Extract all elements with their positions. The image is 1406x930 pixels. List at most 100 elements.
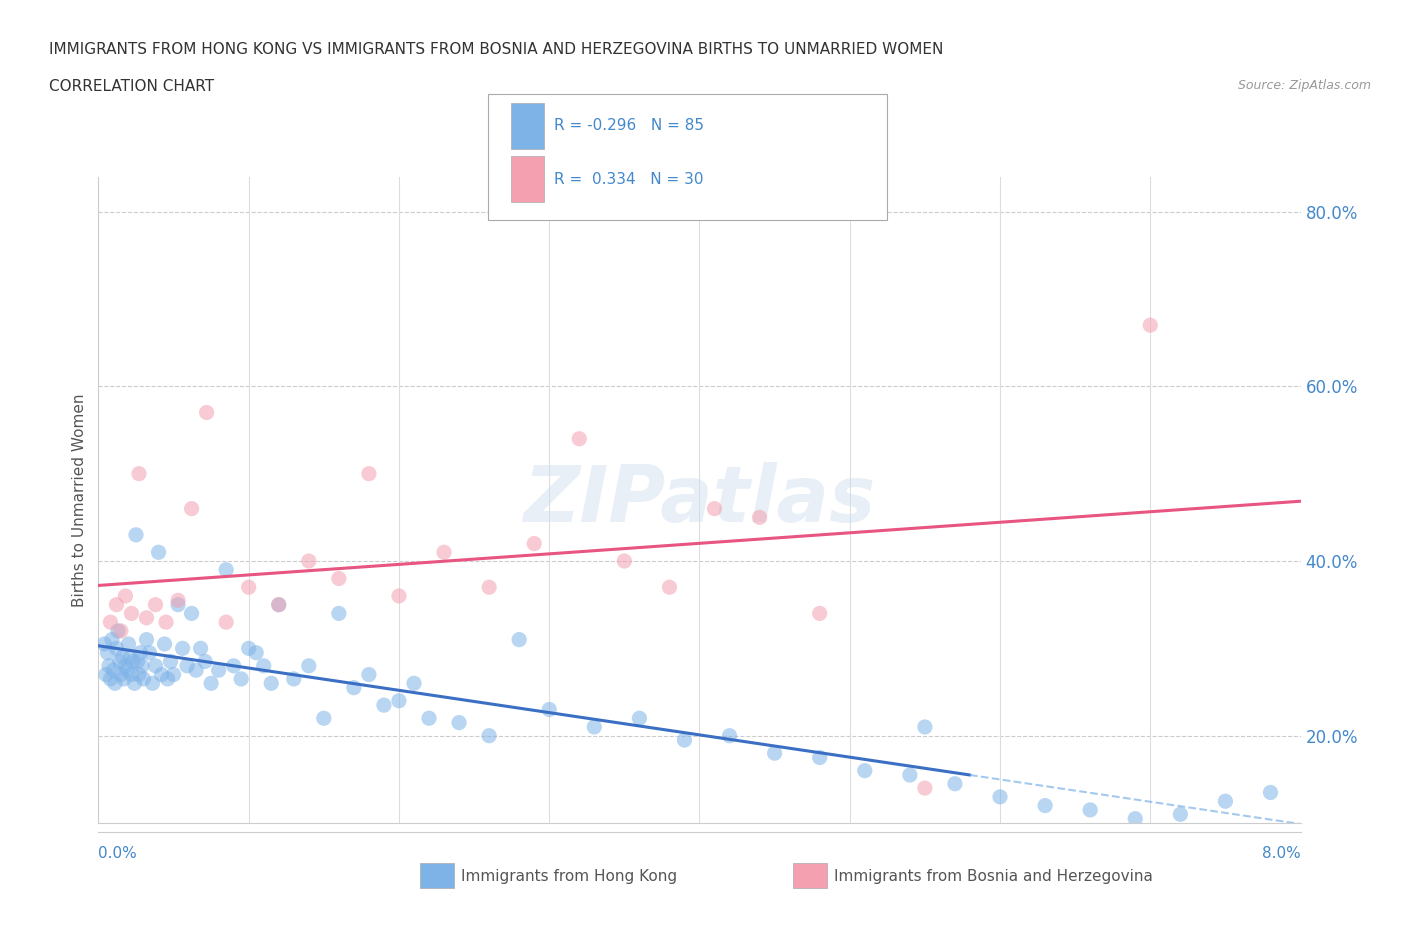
Text: Source: ZipAtlas.com: Source: ZipAtlas.com: [1237, 79, 1371, 92]
Point: [238, 641, 260, 656]
Point: [1170, 807, 1192, 822]
Point: [1260, 785, 1282, 800]
Point: [418, 711, 440, 725]
Point: [172, 641, 194, 656]
Point: [808, 606, 831, 621]
Point: [328, 571, 350, 586]
Text: Immigrants from Bosnia and Herzegovina: Immigrants from Bosnia and Herzegovina: [834, 869, 1153, 883]
Point: [231, 671, 253, 686]
Text: R =  0.334   N = 30: R = 0.334 N = 30: [554, 172, 703, 187]
Point: [100, 615, 122, 630]
Point: [200, 676, 222, 691]
Point: [718, 728, 741, 743]
Point: [260, 676, 283, 691]
Point: [523, 536, 546, 551]
Point: [180, 606, 202, 621]
Point: [108, 654, 131, 669]
Point: [298, 658, 321, 673]
Point: [138, 645, 160, 660]
Point: [132, 671, 155, 686]
Point: [145, 597, 167, 612]
Point: [190, 641, 212, 656]
Point: [121, 606, 143, 621]
Point: [122, 654, 145, 669]
Point: [538, 702, 561, 717]
Y-axis label: Births to Unmarried Women: Births to Unmarried Women: [72, 393, 87, 606]
Point: [135, 632, 157, 647]
Point: [141, 676, 163, 691]
Text: 0.0%: 0.0%: [98, 846, 138, 861]
Point: [208, 663, 231, 678]
Point: [155, 615, 177, 630]
Text: CORRELATION CHART: CORRELATION CHART: [49, 79, 214, 94]
Point: [583, 720, 606, 735]
Point: [283, 671, 305, 686]
Point: [373, 698, 395, 712]
Point: [114, 658, 136, 673]
Point: [388, 589, 411, 604]
Point: [103, 663, 125, 678]
Point: [253, 658, 276, 673]
Point: [148, 545, 170, 560]
Point: [131, 658, 153, 673]
Point: [115, 663, 138, 678]
Point: [96, 645, 118, 660]
Point: [145, 658, 167, 673]
Point: [135, 610, 157, 625]
Point: [703, 501, 725, 516]
Text: IMMIGRANTS FROM HONG KONG VS IMMIGRANTS FROM BOSNIA AND HERZEGOVINA BIRTHS TO UN: IMMIGRANTS FROM HONG KONG VS IMMIGRANTS …: [49, 42, 943, 57]
Point: [447, 715, 470, 730]
Point: [245, 645, 267, 660]
Point: [1139, 318, 1161, 333]
Point: [107, 623, 129, 638]
Point: [128, 667, 150, 682]
Point: [184, 663, 207, 678]
Point: [167, 597, 190, 612]
Point: [156, 671, 179, 686]
Point: [808, 751, 831, 765]
Point: [111, 650, 134, 665]
Point: [658, 579, 681, 594]
Point: [176, 658, 198, 673]
Point: [125, 527, 148, 542]
Point: [104, 676, 127, 691]
Point: [105, 597, 128, 612]
Point: [114, 589, 136, 604]
Point: [110, 667, 132, 682]
Point: [97, 658, 120, 673]
Point: [343, 680, 366, 695]
Text: R = -0.296   N = 85: R = -0.296 N = 85: [554, 118, 704, 133]
Point: [478, 728, 501, 743]
Point: [180, 501, 202, 516]
Point: [628, 711, 651, 725]
Point: [508, 632, 530, 647]
Point: [93, 636, 115, 651]
Text: 8.0%: 8.0%: [1261, 846, 1301, 861]
Point: [568, 432, 591, 446]
Point: [94, 667, 117, 682]
Point: [267, 597, 290, 612]
Point: [914, 720, 936, 735]
Point: [388, 694, 411, 709]
Point: [117, 636, 139, 651]
Text: Immigrants from Hong Kong: Immigrants from Hong Kong: [461, 869, 678, 883]
Point: [943, 777, 966, 791]
Point: [402, 676, 425, 691]
Point: [673, 733, 696, 748]
Point: [357, 466, 380, 481]
Text: ZIPatlas: ZIPatlas: [523, 462, 876, 538]
Point: [1033, 798, 1056, 813]
Point: [298, 553, 321, 568]
Point: [328, 606, 350, 621]
Point: [238, 579, 260, 594]
Point: [613, 553, 636, 568]
Point: [112, 671, 135, 686]
Point: [150, 667, 173, 682]
Point: [357, 667, 380, 682]
Point: [1123, 811, 1146, 826]
Point: [110, 623, 132, 638]
Point: [1215, 794, 1237, 809]
Point: [898, 767, 921, 782]
Point: [118, 650, 141, 665]
Point: [153, 636, 176, 651]
